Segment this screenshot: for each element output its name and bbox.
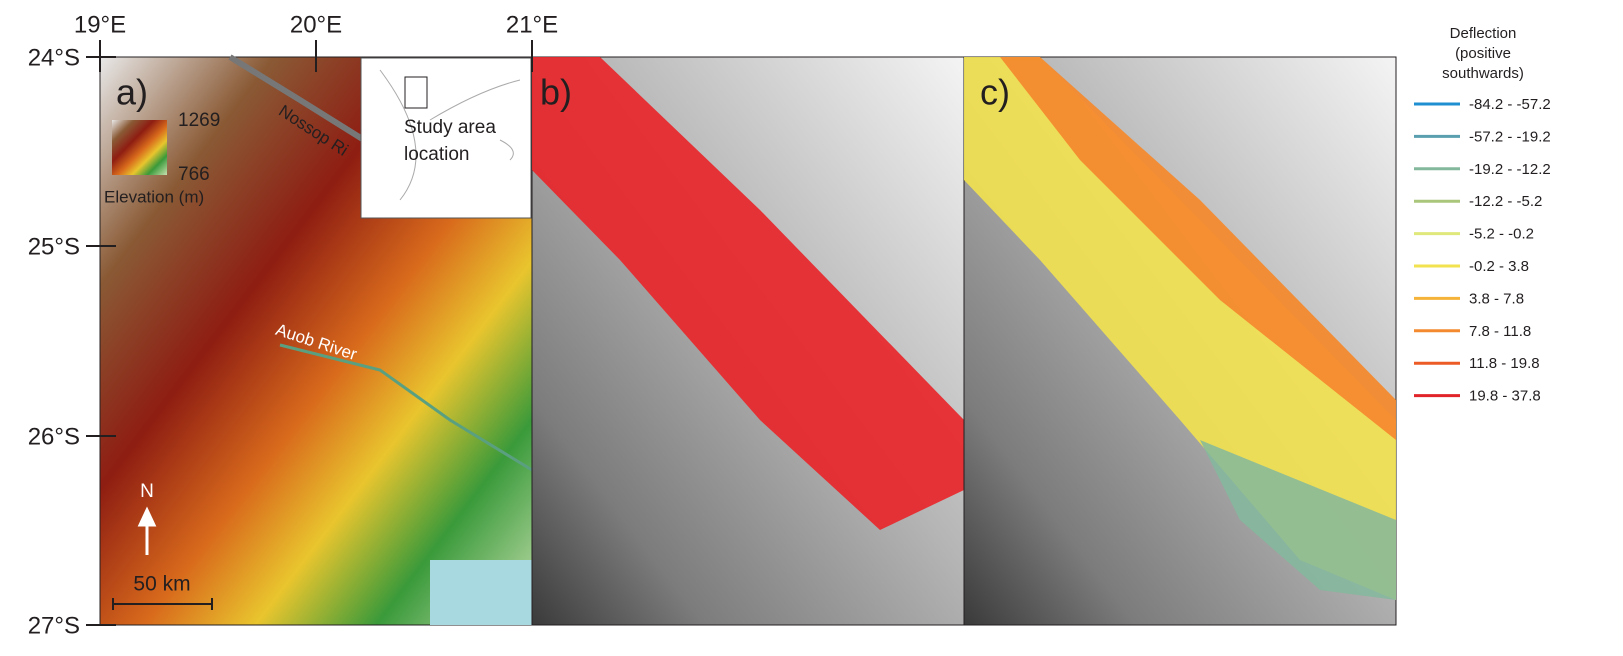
legend-label: -5.2 - -0.2: [1469, 226, 1534, 243]
inset-label: location: [404, 144, 470, 165]
panel-label: c): [980, 72, 1010, 113]
elevation-title: Elevation (m): [104, 187, 204, 206]
elevation-max: 1269: [178, 110, 220, 131]
pan: [430, 560, 532, 625]
legend-label: -0.2 - 3.8: [1469, 258, 1529, 275]
legend-label: -84.2 - -57.2: [1469, 96, 1551, 113]
deflection-legend: Deflection (positive southwards) -84.2 - -5…: [1414, 25, 1551, 405]
lat-label: 25°S: [28, 233, 80, 260]
lat-label: 24°S: [28, 44, 80, 71]
inset-label: Study area: [404, 117, 496, 138]
legend-label: -12.2 - -5.2: [1469, 193, 1542, 210]
lon-label: 19°E: [74, 11, 126, 38]
legend-title: Deflection: [1450, 25, 1517, 42]
legend-title: southwards): [1442, 65, 1524, 82]
elevation-min: 766: [178, 164, 210, 185]
legend-title: (positive: [1455, 45, 1511, 62]
north-label: N: [140, 481, 154, 502]
legend-label: 7.8 - 11.8: [1469, 323, 1531, 340]
lon-label: 20°E: [290, 11, 342, 38]
legend-label: 3.8 - 7.8: [1469, 290, 1524, 307]
scale-label: 50 km: [133, 573, 190, 596]
elevation-colorbar: [112, 120, 167, 175]
panel-label: b): [540, 72, 572, 113]
lon-label: 21°E: [506, 11, 558, 38]
legend-label: 11.8 - 19.8: [1469, 355, 1540, 372]
legend-label: 19.8 - 37.8: [1469, 388, 1541, 405]
legend-label: -57.2 - -19.2: [1469, 128, 1551, 145]
panel-label: a): [116, 72, 148, 113]
lat-label: 26°S: [28, 423, 80, 450]
figure: Study area location 1269 766 Elevation (…: [0, 0, 1623, 656]
lat-label: 27°S: [28, 612, 80, 639]
legend-label: -19.2 - -12.2: [1469, 161, 1551, 178]
